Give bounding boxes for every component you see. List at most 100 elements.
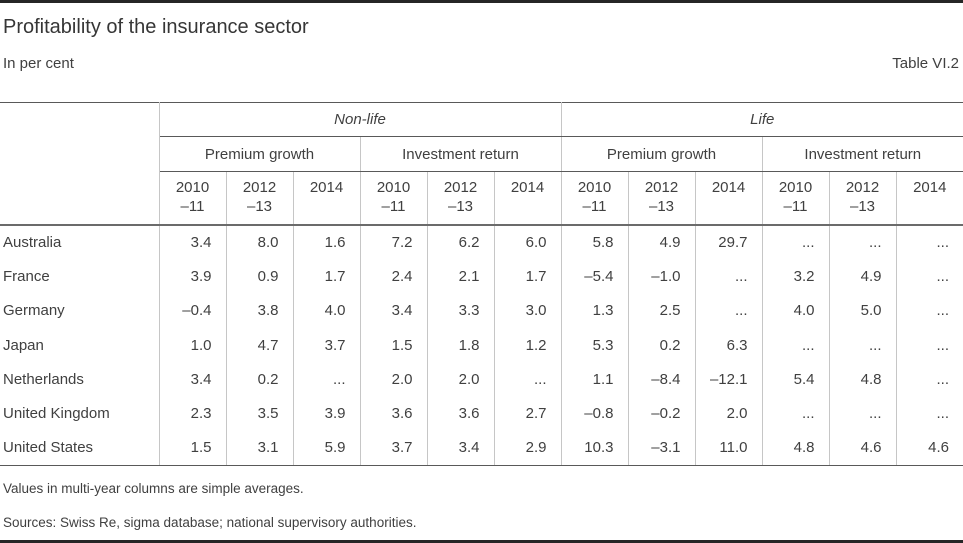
value-cell: ... <box>895 259 963 294</box>
value-cell: ... <box>828 328 896 363</box>
year-line-1: 2012 <box>242 179 277 196</box>
year-column-header: 2014 <box>895 171 963 226</box>
table-row: Netherlands 3.4 0.2... 2.0 2.0... 1.1 –8.4 –12.… <box>0 362 963 397</box>
units-label: In per cent <box>3 55 74 72</box>
value-cell: 4.6 <box>828 430 896 466</box>
subgroup-header-row: Premium growth Investment return Premium… <box>0 136 963 172</box>
group-header-row: Non-life Life <box>0 102 963 226</box>
value-cell: 2.0 <box>426 362 494 397</box>
sources-note: Sources: Swiss Re, sigma database; natio… <box>3 514 417 530</box>
value-cell: ... <box>292 362 360 397</box>
year-column-header: 2012 –13 <box>627 171 695 226</box>
value-cell: –0.4 <box>158 293 226 329</box>
value-cell: –0.8 <box>560 396 628 431</box>
value-cell: 4.9 <box>828 259 896 294</box>
value-cell: ... <box>493 362 561 397</box>
value-cell: 4.0 <box>761 293 829 329</box>
value-cell: 3.4 <box>158 362 226 397</box>
year-header-row: 2010 –11 2012 –13 2014 2010 –11 2012 –13 2014 2010… <box>0 171 963 226</box>
value-cell: ... <box>895 328 963 363</box>
country-label: United Kingdom <box>3 405 110 423</box>
value-cell: ... <box>828 224 896 260</box>
subtitle-row: In per cent Table VI.2 <box>3 54 959 73</box>
value-cell: 2.4 <box>359 259 427 294</box>
year-column-header: 2012 –13 <box>426 171 494 226</box>
value-cell: ... <box>761 396 829 431</box>
year-column-header: 2010 –11 <box>158 171 226 226</box>
value-cell: 4.8 <box>761 430 829 466</box>
group-header-nonlife: Non-life <box>158 102 561 137</box>
table-row: United Kingdom 2.3 3.5 3.9 3.6 3.6 2.7 –0.8 –0.2… <box>0 396 963 431</box>
value-cell: 2.5 <box>627 293 695 329</box>
value-cell: 5.9 <box>292 430 360 466</box>
value-cell: 1.8 <box>426 328 494 363</box>
country-label: Germany <box>3 302 65 320</box>
value-cell: 1.7 <box>493 259 561 294</box>
value-cell: 4.0 <box>292 293 360 329</box>
group-header-life: Life <box>560 102 963 137</box>
value-cell: 1.6 <box>292 224 360 260</box>
year-line-2: –11 <box>180 198 205 215</box>
value-cell: ... <box>761 328 829 363</box>
value-cell: 3.5 <box>225 396 293 431</box>
value-cell: –1.0 <box>627 259 695 294</box>
value-cell: ... <box>895 293 963 329</box>
table-footnote: Values in multi-year columns are simple … <box>3 480 304 496</box>
value-cell: 3.4 <box>158 224 226 260</box>
value-cell: 1.1 <box>560 362 628 397</box>
value-cell: 0.2 <box>225 362 293 397</box>
value-cell: 3.9 <box>158 259 226 294</box>
value-cell: 3.1 <box>225 430 293 466</box>
value-cell: 29.7 <box>694 224 762 260</box>
year-line-1: 2014 <box>913 179 947 196</box>
value-cell: 0.9 <box>225 259 293 294</box>
value-cell: 2.1 <box>426 259 494 294</box>
value-cell: 3.9 <box>292 396 360 431</box>
value-cell: 2.7 <box>493 396 561 431</box>
table-number-label: Table VI.2 <box>892 55 959 72</box>
year-line-2: –11 <box>783 198 808 215</box>
country-label: Australia <box>3 234 62 252</box>
year-line-2: –11 <box>381 198 406 215</box>
value-cell: –12.1 <box>694 362 762 397</box>
value-cell: 6.2 <box>426 224 494 260</box>
country-label: France <box>3 268 50 286</box>
value-cell: ... <box>761 224 829 260</box>
country-label: Netherlands <box>3 370 84 388</box>
year-column-header: 2010 –11 <box>560 171 628 226</box>
value-cell: –5.4 <box>560 259 628 294</box>
value-cell: 3.4 <box>359 293 427 329</box>
year-column-header: 2010 –11 <box>761 171 829 226</box>
year-line-1: 2010 <box>376 179 411 196</box>
value-cell: 0.2 <box>627 328 695 363</box>
value-cell: 2.0 <box>694 396 762 431</box>
value-cell: 3.6 <box>359 396 427 431</box>
value-cell: 3.6 <box>426 396 494 431</box>
value-cell: 1.3 <box>560 293 628 329</box>
value-cell: ... <box>895 396 963 431</box>
year-column-header: 2010 –11 <box>359 171 427 226</box>
year-line-1: 2014 <box>711 179 746 196</box>
table-row: Japan 1.0 4.7 3.7 1.5 1.8 1.2 5.3 0.2 6.3........… <box>0 328 963 363</box>
value-cell: –3.1 <box>627 430 695 466</box>
value-cell: 3.2 <box>761 259 829 294</box>
value-cell: ... <box>828 396 896 431</box>
value-cell: 4.6 <box>895 430 963 466</box>
year-line-1: 2012 <box>644 179 679 196</box>
year-line-1: 2014 <box>309 179 344 196</box>
value-cell: 7.2 <box>359 224 427 260</box>
year-line-1: 2012 <box>845 179 880 196</box>
value-cell: 3.7 <box>359 430 427 466</box>
value-cell: 5.0 <box>828 293 896 329</box>
value-cell: 5.3 <box>560 328 628 363</box>
value-cell: 3.3 <box>426 293 494 329</box>
value-cell: 3.8 <box>225 293 293 329</box>
year-line-1: 2014 <box>510 179 545 196</box>
table-row: France 3.9 0.9 1.7 2.4 2.1 1.7 –5.4 –1.0... 3.2 4.… <box>0 259 963 294</box>
table-row: Australia 3.4 8.0 1.6 7.2 6.2 6.0 5.8 4.9 29.7...… <box>0 224 963 260</box>
year-line-2: –13 <box>648 198 675 215</box>
country-label: Japan <box>3 336 44 354</box>
value-cell: 4.7 <box>225 328 293 363</box>
year-column-header: 2014 <box>493 171 561 226</box>
year-line-1: 2010 <box>577 179 612 196</box>
